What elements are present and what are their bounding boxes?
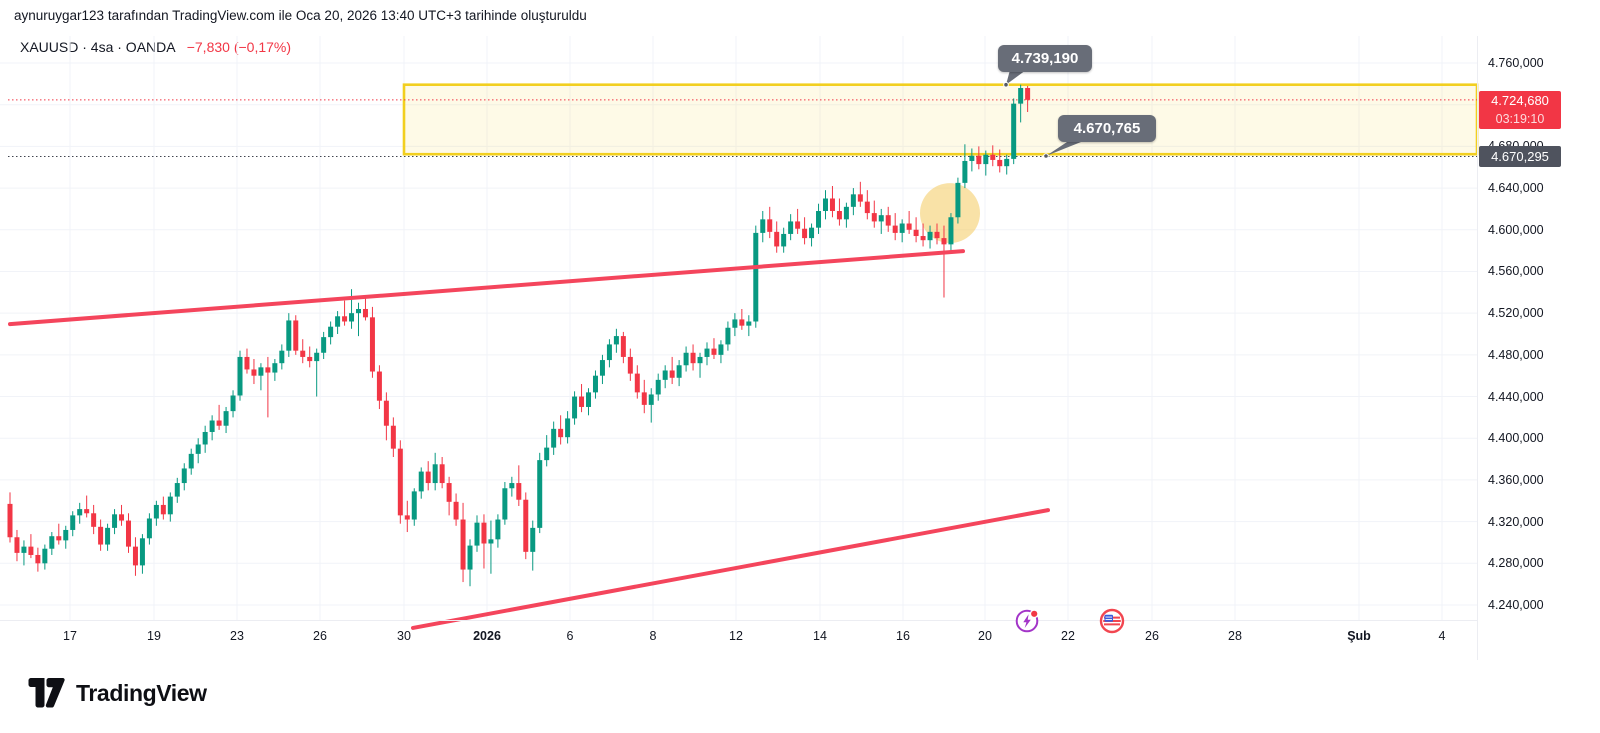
time-axis-label: 6	[566, 629, 574, 643]
time-axis-label: 26	[313, 629, 327, 643]
time-axis-label: 17	[63, 629, 77, 643]
price-change: −7,830 (−0,17%)	[186, 39, 292, 55]
price-axis-label: 4.280,000	[1488, 556, 1544, 571]
time-axis-label: 20	[978, 629, 992, 643]
time-axis-label: 22	[1061, 629, 1075, 643]
time-axis-label: 4	[1438, 629, 1446, 643]
time-axis-label: 26	[1145, 629, 1159, 643]
time-axis-label: 19	[147, 629, 161, 643]
price-axis-label: 4.760,000	[1488, 56, 1544, 70]
price-axis-label: 4.480,000	[1488, 347, 1544, 362]
price-callout-low[interactable]: 4.670,765	[1058, 115, 1156, 142]
time-axis-label: 28	[1228, 629, 1242, 643]
time-axis-label: 12	[729, 629, 743, 643]
level-price-badge[interactable]: 4.670,295	[1479, 146, 1561, 167]
economic-event-us-flag-icon[interactable]	[1099, 608, 1125, 634]
callout-low-text: 4.670,765	[1073, 120, 1141, 137]
price-axis-label: 4.600,000	[1488, 222, 1544, 237]
price-axis-label: 4.360,000	[1488, 472, 1544, 487]
price-callout-high[interactable]: 4.739,190	[998, 45, 1092, 72]
current-price-badge[interactable]: 4.724,680 03:19:10	[1479, 90, 1561, 129]
chart-legend[interactable]: XAUUSD · 4sa · OANDA −7,830 (−0,17%)	[20, 39, 291, 55]
time-axis-label: Şub	[1347, 629, 1371, 643]
time-axis-border	[0, 620, 1477, 621]
bar-countdown: 03:19:10	[1495, 111, 1545, 126]
price-axis-border	[1477, 36, 1478, 660]
price-axis-label: 4.240,000	[1488, 598, 1544, 612]
economic-event-lightning-icon[interactable]	[1014, 608, 1040, 634]
price-axis-label: 4.320,000	[1488, 514, 1544, 529]
price-axis-label: 4.400,000	[1488, 431, 1544, 446]
level-price-value: 4.670,295	[1491, 149, 1549, 164]
tradingview-logo[interactable]: TradingView	[28, 678, 207, 708]
price-axis-label: 4.640,000	[1488, 181, 1544, 196]
attribution-text: aynuruygar123 tarafından TradingView.com…	[14, 8, 587, 23]
time-axis-label: 16	[896, 629, 910, 643]
tradingview-logo-mark	[28, 678, 65, 708]
price-axis-label: 4.520,000	[1488, 306, 1544, 321]
time-axis-label: 14	[813, 629, 827, 643]
time-axis-label: 23	[230, 629, 244, 643]
callout-high-text: 4.739,190	[1011, 50, 1079, 67]
price-axis-label: 4.440,000	[1488, 389, 1544, 404]
current-price-value: 4.724,680	[1491, 92, 1549, 108]
price-axis-label: 4.560,000	[1488, 264, 1544, 279]
tradingview-logo-text: TradingView	[76, 679, 207, 706]
time-axis-label: 8	[649, 629, 657, 643]
time-axis-label: 2026	[473, 629, 501, 643]
time-axis-label: 30	[397, 629, 411, 643]
symbol-title: XAUUSD · 4sa · OANDA	[20, 39, 175, 55]
